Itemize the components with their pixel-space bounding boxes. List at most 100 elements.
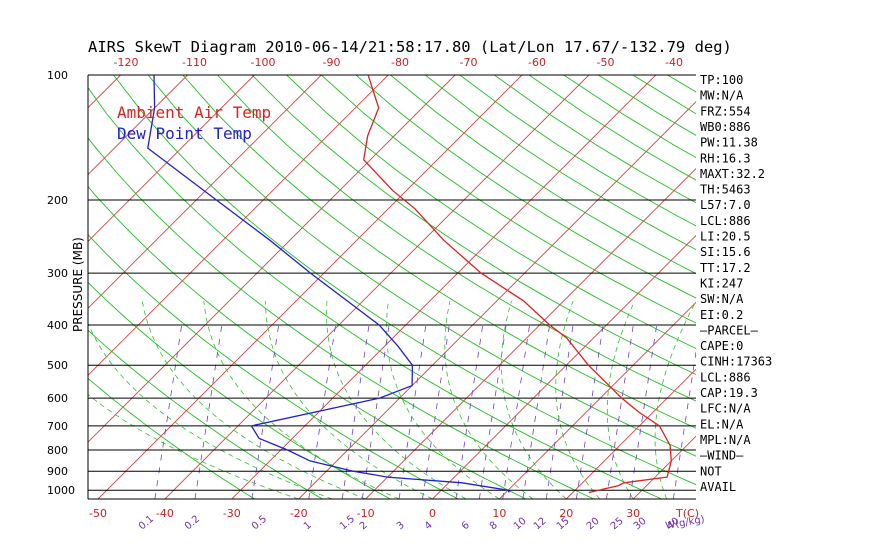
bottom-temp-tick-label: 0 (429, 507, 436, 520)
mixing-ratio-line (154, 324, 183, 499)
stability-index-item: TT:17.2 (700, 261, 751, 275)
mixing-ratio-unit-label: W(g/kg) (665, 514, 706, 532)
mixing-ratio-tick-label: 0.1 (137, 514, 156, 533)
isotherm-line (88, 75, 322, 309)
stability-index-item: LCL:886 (700, 370, 751, 384)
pressure-tick-label: 600 (47, 392, 68, 405)
pressure-tick-label: 700 (47, 420, 68, 433)
stability-index-item: RH:16.3 (700, 151, 751, 165)
mixing-ratio-line (361, 324, 390, 499)
mixing-ratio-tick-label: 1.5 (338, 514, 357, 533)
legend-entry-ambient-air-temp: Ambient Air Temp (117, 103, 271, 122)
top-temp-tick-label: -90 (323, 56, 341, 69)
bottom-temp-tick-label: 10 (492, 507, 506, 520)
mixing-ratio-line (575, 324, 604, 499)
mixing-ratio-line (629, 324, 658, 499)
stability-index-item: EI:0.2 (700, 308, 743, 322)
stability-index-item: NOT (700, 464, 722, 478)
isotherm-line (0, 75, 54, 499)
stability-index-item: SI:15.6 (700, 245, 751, 259)
y-axis-label: PRESSURE (MB) (71, 237, 85, 332)
isotherm-line (499, 301, 696, 499)
stability-index-item: EL:N/A (700, 417, 744, 431)
dry-adiabat-line (147, 75, 696, 457)
bottom-temp-tick-label: 30 (626, 507, 640, 520)
dry-adiabat-line (355, 75, 696, 299)
stability-index-item: AVAIL (700, 480, 736, 494)
bottom-temp-tick-label: -30 (223, 507, 241, 520)
pressure-tick-label: 500 (47, 359, 68, 372)
mixing-ratio-tick-label: 8 (488, 520, 500, 533)
stability-index-item: PW:11.38 (700, 136, 758, 150)
stability-index-item: MPL:N/A (700, 433, 751, 447)
dry-adiabat-line (424, 75, 696, 251)
top-temp-tick-label: -40 (665, 56, 683, 69)
pressure-tick-label: 1000 (47, 484, 75, 497)
isotherm-line (88, 75, 121, 109)
dry-adiabat-line (182, 75, 696, 429)
stability-index-item: CINH:17363 (700, 355, 772, 369)
isotherm-line (834, 75, 870, 499)
pressure-tick-label: 800 (47, 444, 68, 457)
isotherm-line (88, 75, 255, 243)
mixing-ratio-tick-label: 1 (302, 520, 314, 533)
stability-index-item: LCL:886 (700, 214, 751, 228)
mixing-ratio-tick-label: 25 (609, 516, 626, 533)
stability-index-item: MW:N/A (700, 89, 744, 103)
pressure-tick-label: 400 (47, 319, 68, 332)
mixing-ratio-line (455, 324, 484, 499)
stability-index-item: –WIND– (700, 449, 744, 463)
x-axis-unit-label: T(C) (675, 507, 699, 520)
dry-adiabat-line (390, 75, 696, 275)
bottom-temp-tick-label: -20 (290, 507, 308, 520)
dry-adiabat-line (251, 75, 696, 375)
top-temp-tick-label: -120 (114, 56, 139, 69)
stability-index-item: FRZ:554 (700, 104, 751, 118)
moist-adiabat-line (141, 300, 366, 499)
isotherm-line (97, 75, 523, 499)
mixing-ratio-line (194, 324, 223, 499)
mixing-ratio-tick-label: 2 (358, 520, 370, 533)
top-temp-tick-label: -110 (182, 56, 207, 69)
mixing-ratio-line (422, 324, 450, 499)
mixing-ratio-line (398, 324, 427, 499)
mixing-ratio-line (522, 324, 551, 499)
stability-index-item: TH:5463 (700, 183, 751, 197)
isotherm-grid (0, 75, 870, 499)
isotherm-line (164, 75, 590, 499)
stability-index-item: WB0:886 (700, 120, 751, 134)
mixing-ratio-line (606, 324, 634, 499)
dry-adiabat-line (88, 281, 391, 499)
stability-index-item: MAXT:32.2 (700, 167, 765, 181)
mixing-ratio-grid (154, 324, 696, 499)
isotherm-line (432, 234, 696, 499)
top-temp-tick-label: -80 (391, 56, 409, 69)
stability-index-item: L57:7.0 (700, 198, 751, 212)
mixing-ratio-tick-label: 10 (512, 516, 529, 533)
mixing-ratio-line (251, 324, 280, 499)
top-temp-tick-label: -50 (597, 56, 615, 69)
bottom-temp-tick-label: -10 (357, 507, 375, 520)
pressure-tick-label: 300 (47, 267, 68, 280)
stability-index-item: LFC:N/A (700, 402, 751, 416)
dry-adiabat-line (320, 75, 696, 324)
isotherm-line (88, 75, 188, 176)
pressure-tick-label: 200 (47, 194, 68, 207)
dry-adiabat-line (286, 75, 696, 349)
top-temp-tick-label: -70 (460, 56, 478, 69)
mixing-ratio-line (308, 324, 336, 499)
mixing-ratio-tick-label: 0.2 (183, 514, 202, 533)
mixing-ratio-tick-label: 6 (460, 520, 472, 533)
stability-index-item: TP:100 (700, 73, 743, 87)
stability-index-item: CAP:19.3 (700, 386, 758, 400)
stability-index-item: LI:20.5 (700, 230, 751, 244)
bottom-temp-tick-label: -40 (156, 507, 174, 520)
dry-adiabat-line (667, 75, 696, 93)
moist-adiabat-line (264, 300, 433, 499)
mixing-ratio-tick-label: 4 (423, 520, 435, 533)
mixing-ratio-tick-label: 0.5 (250, 514, 269, 533)
isotherm-line (298, 101, 696, 499)
isotherm-line (231, 75, 657, 499)
dry-adiabat-line (88, 185, 527, 499)
